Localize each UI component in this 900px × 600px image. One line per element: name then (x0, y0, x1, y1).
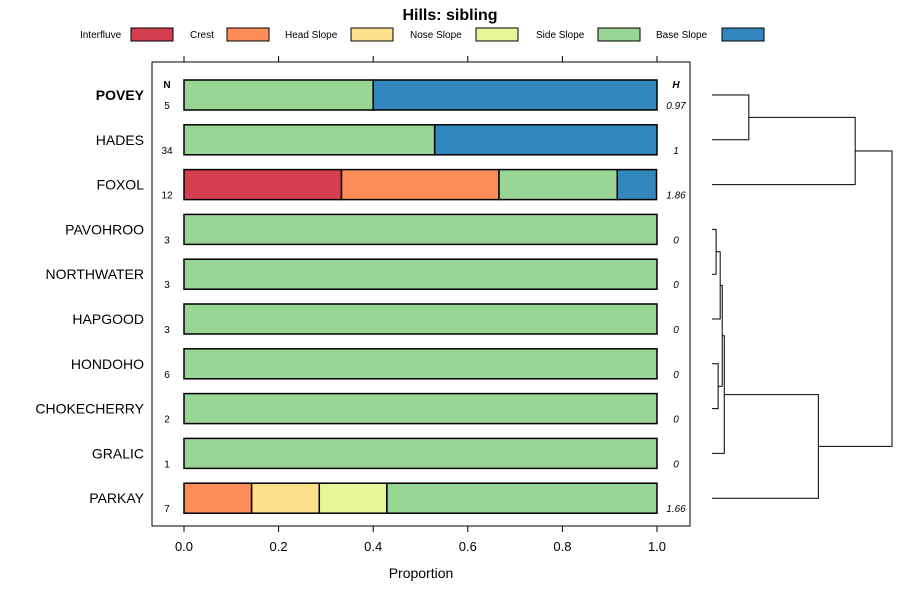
x-tick-label-1: 0.2 (270, 539, 288, 554)
bar-segment-parkay-head-slope (250, 482, 321, 514)
bar-segment-parkay-side-slope (386, 482, 658, 514)
bar-segment-gralic-side-slope (183, 437, 658, 470)
dendrogram-link-3 (712, 363, 719, 410)
x-tick-label-0: 0.0 (175, 539, 193, 554)
row-label-foxol: FOXOL (97, 177, 145, 193)
legend-label-nose-slope: Nose Slope (410, 30, 462, 41)
bar-segment-chokecherry-side-slope (183, 392, 658, 425)
bar-row-pavohroo (183, 213, 658, 246)
dendrogram-link-7 (712, 116, 856, 186)
bar-segment-foxol-interfluve (183, 168, 343, 201)
dendrogram-link-1 (712, 94, 750, 141)
h-value-pavohroo: 0 (673, 235, 679, 246)
legend-swatch-side-slope (597, 27, 641, 42)
bar-row-parkay (183, 482, 658, 514)
row-label-povey: POVEY (96, 87, 145, 103)
legend-label-head-slope: Head Slope (285, 30, 338, 41)
legend-swatch-head-slope (350, 27, 394, 42)
bar-segment-northwater-side-slope (183, 258, 658, 290)
bar-segment-pavohroo-side-slope (183, 213, 658, 246)
bars (183, 79, 658, 514)
legend-swatch-interfluve (130, 27, 174, 42)
n-value-hades: 34 (161, 146, 173, 157)
x-tick-label-5: 1.0 (648, 539, 666, 554)
dendrogram (712, 94, 893, 499)
dendrogram-link-2 (712, 228, 717, 275)
h-value-hades: 1 (673, 146, 679, 157)
n-value-chokecherry: 2 (164, 415, 170, 426)
chart-title: Hills: sibling (402, 7, 497, 24)
bar-segment-parkay-crest (183, 482, 253, 514)
bar-row-hapgood (183, 303, 658, 335)
h-value-povey: 0.97 (666, 101, 686, 112)
h-labels: 0.97 1 1.86 0 0 0 0 0 0 1.66 (666, 101, 686, 515)
legend-swatch-base-slope (721, 27, 765, 42)
n-value-foxol: 12 (161, 191, 173, 202)
top-ticks (183, 56, 658, 62)
x-axis-title: Proportion (389, 565, 454, 581)
n-value-povey: 5 (164, 101, 170, 112)
bar-segment-hapgood-side-slope (183, 303, 658, 335)
bar-segment-foxol-crest (340, 168, 500, 201)
row-labels: POVEY HADES FOXOL PAVOHROO NORTHWATER HAPGOOD… (35, 87, 144, 506)
n-value-parkay: 7 (164, 504, 170, 515)
h-column-header: H (672, 80, 680, 91)
bar-segment-hondoho-side-slope (183, 348, 658, 380)
bar-segment-povey-base-slope (372, 79, 658, 111)
x-axis: 0.0 0.2 0.4 0.6 0.8 1.0 (175, 526, 666, 554)
row-label-parkay: PARKAY (89, 490, 144, 506)
bar-row-hondoho (183, 348, 658, 380)
row-label-hondoho: HONDOHO (71, 356, 144, 372)
n-value-gralic: 1 (164, 459, 170, 470)
n-value-hondoho: 6 (164, 370, 170, 381)
n-value-hapgood: 3 (164, 325, 170, 336)
x-tick-label-4: 0.8 (553, 539, 571, 554)
h-value-chokecherry: 0 (673, 415, 679, 426)
dendrogram-link-9 (818, 150, 893, 447)
row-label-chokecherry: CHOKECHERRY (35, 401, 144, 417)
plot-frame (151, 61, 691, 527)
dendrogram-link-5 (718, 284, 723, 387)
row-label-northwater: NORTHWATER (45, 266, 144, 282)
n-value-pavohroo: 3 (164, 235, 170, 246)
x-tick-label-2: 0.4 (364, 539, 382, 554)
bar-row-gralic (183, 437, 658, 470)
bar-row-chokecherry (183, 392, 658, 425)
bar-row-povey (183, 79, 658, 111)
dendrogram-link-8 (712, 394, 819, 499)
legend-label-side-slope: Side Slope (536, 30, 585, 41)
legend-swatch-crest (226, 27, 270, 42)
legend-swatch-nose-slope (475, 27, 519, 42)
h-value-parkay: 1.66 (666, 504, 686, 515)
bar-row-foxol (183, 168, 658, 201)
n-value-northwater: 3 (164, 280, 170, 291)
legend: Interfluve Crest Head Slope Nose Slope Side … (80, 27, 765, 42)
bar-segment-hades-base-slope (433, 124, 658, 156)
row-label-pavohroo: PAVOHROO (65, 221, 144, 237)
row-label-hapgood: HAPGOOD (72, 311, 144, 327)
bar-segment-foxol-base-slope (616, 168, 658, 201)
bar-segment-hades-side-slope (183, 124, 436, 156)
h-value-gralic: 0 (673, 459, 679, 470)
row-label-gralic: GRALIC (92, 445, 144, 461)
bar-segment-povey-side-slope (183, 79, 374, 111)
row-label-hades: HADES (96, 132, 144, 148)
bar-row-northwater (183, 258, 658, 290)
legend-label-base-slope: Base Slope (656, 30, 708, 41)
h-value-hondoho: 0 (673, 370, 679, 381)
bar-segment-parkay-nose-slope (318, 482, 388, 514)
legend-label-crest: Crest (190, 30, 214, 41)
h-value-northwater: 0 (673, 280, 679, 291)
bar-row-hades (183, 124, 658, 156)
n-column-header: N (163, 80, 170, 91)
h-value-hapgood: 0 (673, 325, 679, 336)
x-tick-label-3: 0.6 (459, 539, 477, 554)
h-value-foxol: 1.86 (666, 191, 686, 202)
n-labels: 5 34 12 3 3 3 6 2 1 7 (161, 101, 173, 515)
bar-segment-foxol-side-slope (498, 168, 619, 201)
legend-label-interfluve: Interfluve (80, 30, 122, 41)
